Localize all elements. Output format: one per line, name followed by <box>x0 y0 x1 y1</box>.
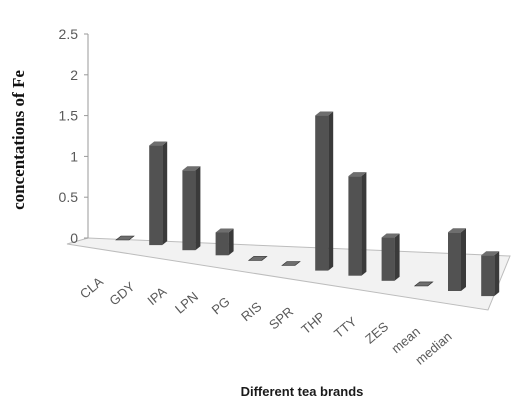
y-tick-label: 1.5 <box>59 108 79 124</box>
x-tick-label: IPA <box>144 284 169 309</box>
bar-front-face <box>315 115 329 271</box>
x-tick-label: LPN <box>172 289 201 317</box>
bar-top-face <box>215 228 234 233</box>
bar-ris <box>281 261 301 266</box>
bar-series <box>115 111 500 297</box>
bar-zero-marker <box>115 235 135 241</box>
x-tick-label: ZES <box>362 319 391 347</box>
bar-mean <box>448 228 466 291</box>
y-tick-label: 2.5 <box>59 26 79 42</box>
bar-tty <box>381 233 400 281</box>
bar-top-face <box>381 233 400 238</box>
bar-thp <box>348 172 367 276</box>
bar-spr <box>315 111 334 271</box>
bar-lpn <box>215 228 234 256</box>
bar-zero-marker <box>281 261 301 266</box>
bar-zero-marker <box>413 281 434 287</box>
bar-side-face <box>162 141 168 246</box>
bar-side-face <box>328 111 334 271</box>
bar-cla <box>115 235 135 241</box>
bar-top-face <box>149 141 168 146</box>
bar-front-face <box>215 232 229 256</box>
bar-zero-marker <box>247 256 268 261</box>
bar-zes <box>413 281 434 287</box>
x-tick-label: RIS <box>238 299 264 325</box>
bar-side-face <box>394 233 400 281</box>
y-tick-label: 0 <box>70 230 78 246</box>
x-tick-label: TTY <box>331 314 360 341</box>
chart-floor-plane <box>66 237 511 311</box>
bar-front-face <box>348 176 362 276</box>
bar-top-face <box>315 111 334 116</box>
bar-front-face <box>182 170 196 251</box>
bar-side-face <box>361 172 367 276</box>
bar-front-face <box>149 145 163 246</box>
x-tick-label: PG <box>209 294 233 318</box>
y-tick-label: 2 <box>70 67 78 83</box>
bar-top-face <box>481 251 500 256</box>
bar-pg <box>247 256 268 261</box>
x-tick-label: GDY <box>106 279 137 309</box>
bar-ipa <box>182 166 201 251</box>
y-axis-title: concentations of Fe <box>9 70 28 210</box>
chart-floor <box>66 237 511 311</box>
bar-side-face <box>228 228 234 256</box>
y-tick-label: 1 <box>70 148 78 164</box>
bar-median <box>481 251 500 297</box>
x-tick-label: THP <box>298 309 328 337</box>
bar-top-face <box>448 228 466 233</box>
bar-top-face <box>348 172 367 177</box>
x-tick-label: CLA <box>77 274 106 302</box>
bar-front-face <box>481 255 495 297</box>
bar-side-face <box>494 251 500 297</box>
bar-gdy <box>149 141 168 246</box>
y-tick-label: 0.5 <box>59 189 79 205</box>
bar-side-face <box>461 228 466 291</box>
x-tick-label: SPR <box>266 304 296 333</box>
bar-front-face <box>448 232 461 291</box>
x-axis-title: Different tea brands <box>241 384 364 399</box>
bar-top-face <box>182 166 201 171</box>
y-axis: 0 0.5 1 1.5 2 2.5 <box>59 26 89 246</box>
bar-front-face <box>381 237 395 281</box>
bar-side-face <box>195 166 201 251</box>
